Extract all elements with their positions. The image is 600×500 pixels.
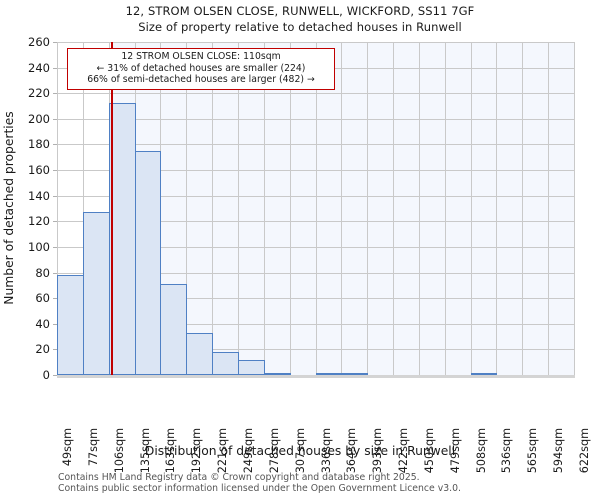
chart-title-block: 12, STROM OLSEN CLOSE, RUNWELL, WICKFORD…: [0, 3, 600, 35]
y-axis-tick-label: 120: [28, 214, 50, 229]
gridline-horizontal: [57, 298, 574, 299]
y-axis-tick-label: 80: [35, 265, 50, 280]
y-axis-tick-label: 200: [28, 111, 50, 126]
y-axis-tick-mark: [53, 196, 57, 197]
y-axis-tick-label: 140: [28, 188, 50, 203]
gridline-vertical: [264, 42, 265, 375]
histogram-bar: [212, 351, 239, 375]
y-axis-tick-mark: [53, 247, 57, 248]
y-axis-tick-label: 100: [28, 239, 50, 254]
footer-line-1: Contains HM Land Registry data © Crown c…: [58, 472, 420, 483]
gridline-horizontal: [57, 93, 574, 94]
y-axis-tick-mark: [53, 298, 57, 299]
page-title: 12, STROM OLSEN CLOSE, RUNWELL, WICKFORD…: [125, 4, 475, 18]
gridline-vertical: [212, 42, 213, 375]
histogram-bar: [341, 373, 368, 375]
annotation-line-1: 12 STROM OLSEN CLOSE: 110sqm: [121, 51, 281, 62]
gridline-vertical: [290, 42, 291, 375]
gridline-vertical: [445, 42, 446, 375]
y-axis-tick-mark: [53, 42, 57, 43]
histogram-bar: [471, 373, 497, 375]
annotation-line-3: 66% of semi-detached houses are larger (…: [87, 74, 315, 86]
gridline-vertical: [419, 42, 420, 375]
plot-area: [57, 42, 575, 376]
histogram-bar: [238, 359, 265, 375]
gridline-vertical: [341, 42, 342, 375]
y-axis-tick-mark: [53, 119, 57, 120]
gridline-horizontal: [57, 196, 574, 197]
gridline-horizontal: [57, 170, 574, 171]
gridline-horizontal: [57, 221, 574, 222]
gridline-vertical: [548, 42, 549, 375]
gridline-horizontal: [57, 42, 574, 43]
histogram-bar: [186, 332, 213, 375]
gridline-vertical: [186, 42, 187, 375]
footer-attribution: Contains HM Land Registry data © Crown c…: [58, 472, 598, 495]
y-axis-tick-mark: [53, 221, 57, 222]
gridline-horizontal: [57, 273, 574, 274]
histogram-bar: [160, 284, 187, 375]
y-axis-tick-label: 60: [35, 291, 50, 306]
annotation-line-2: ← 31% of detached houses are smaller (22…: [96, 62, 306, 74]
y-axis-tick-mark: [53, 68, 57, 69]
y-axis-tick-label: 260: [28, 35, 50, 49]
y-axis-tick-label: 40: [35, 316, 50, 331]
footer-line-2: Contains public sector information licen…: [58, 483, 461, 495]
gridline-vertical: [238, 42, 239, 375]
y-axis-tick-mark: [53, 273, 57, 274]
gridline-horizontal: [57, 119, 574, 120]
y-axis-label: Number of detached properties: [2, 110, 16, 305]
gridline-vertical: [367, 42, 368, 375]
y-axis-tick-label: 240: [28, 60, 50, 75]
y-axis-tick-label: 20: [35, 342, 50, 357]
y-axis-tick-label: 180: [28, 137, 50, 152]
histogram-bar: [264, 373, 291, 375]
histogram-bar: [109, 103, 136, 375]
property-size-marker-line: [111, 42, 114, 375]
page-subtitle: Size of property relative to detached ho…: [138, 20, 462, 34]
gridline-horizontal: [57, 324, 574, 325]
gridline-vertical: [83, 42, 84, 375]
y-axis-tick-label: 160: [28, 163, 50, 178]
y-axis-tick-mark: [53, 170, 57, 171]
gridline-vertical: [522, 42, 523, 375]
gridline-vertical: [316, 42, 317, 375]
y-axis-tick-label: 0: [42, 368, 50, 382]
gridline-horizontal: [57, 247, 574, 248]
gridline-vertical: [471, 42, 472, 375]
gridline-vertical: [393, 42, 394, 375]
y-axis-tick-mark: [53, 144, 57, 145]
gridline-vertical: [496, 42, 497, 375]
y-axis-tick-mark: [53, 375, 57, 376]
histogram-bar: [57, 275, 84, 375]
histogram-bar: [83, 212, 110, 375]
y-axis-tick-label: 220: [28, 86, 50, 101]
property-annotation-box: 12 STROM OLSEN CLOSE: 110sqm ← 31% of de…: [67, 48, 335, 90]
gridline-horizontal: [57, 349, 574, 350]
gridline-vertical: [57, 42, 58, 375]
gridline-vertical: [574, 42, 575, 375]
y-axis-tick-mark: [53, 93, 57, 94]
histogram-bar: [135, 150, 161, 375]
y-axis-tick-mark: [53, 349, 57, 350]
x-axis-label: Distribution of detached houses by size …: [144, 444, 456, 458]
y-axis-tick-mark: [53, 324, 57, 325]
x-axis-baseline: [57, 375, 575, 378]
gridline-horizontal: [57, 144, 574, 145]
